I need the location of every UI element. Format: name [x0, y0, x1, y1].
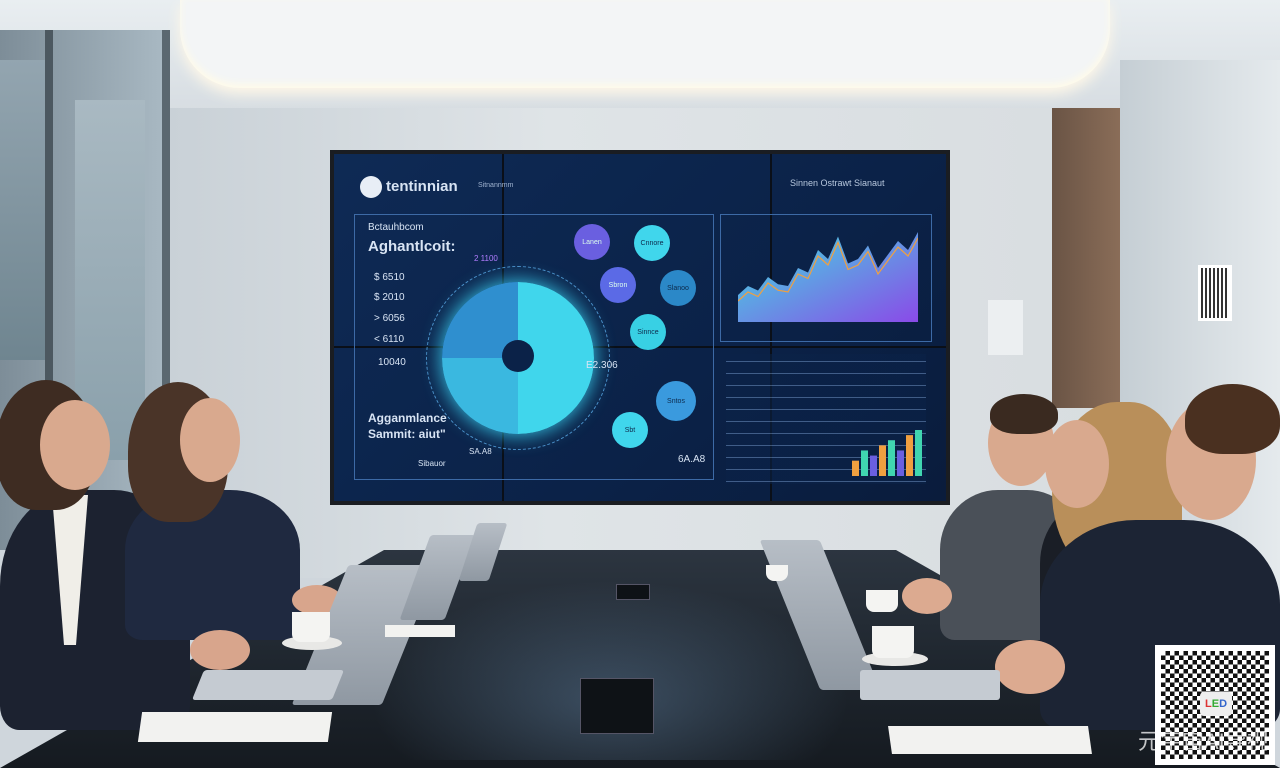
- notepad: [888, 726, 1092, 754]
- value-3: > 6056: [374, 313, 405, 324]
- bubble-label: Sntos: [667, 397, 685, 405]
- clasped-hands: [995, 640, 1065, 694]
- value-4: < 6110: [374, 334, 405, 345]
- qr-code-watermark: [1155, 645, 1275, 765]
- purple-label: 2 1100: [474, 254, 498, 263]
- bubble-label: Lanen: [582, 238, 602, 246]
- value-5: 10040: [378, 357, 406, 368]
- coffee-cup: [766, 565, 788, 581]
- city-building: [75, 100, 145, 460]
- donut-ring: [426, 266, 610, 450]
- wall-note: [988, 300, 1023, 355]
- coffee-cup: [292, 612, 330, 642]
- face: [180, 398, 240, 482]
- laptop-keyboard: [191, 670, 345, 700]
- coffee-cup: [866, 590, 898, 612]
- clasped-hands: [190, 630, 250, 670]
- laptop-keyboard: [860, 670, 1000, 700]
- hair: [1185, 384, 1280, 454]
- notepad: [137, 712, 333, 742]
- label-6a: 6A.A8: [678, 454, 706, 465]
- value-2: $ 2010: [374, 292, 405, 303]
- bar: [888, 440, 895, 476]
- heading-small: Bctauhbcom: [368, 222, 424, 233]
- bubble: Cnnore: [634, 225, 670, 261]
- bar: [879, 445, 886, 476]
- bubble-label: Sinnce: [637, 328, 659, 336]
- face: [1045, 420, 1109, 508]
- heading: Aghantlcoit:: [368, 238, 456, 255]
- bar-chart: [852, 430, 922, 476]
- bubble: Slanoo: [660, 270, 696, 306]
- hair: [990, 394, 1058, 434]
- bar: [915, 430, 922, 476]
- bar: [897, 450, 904, 476]
- brand-name: tentinnian: [386, 178, 458, 195]
- bubble-label: Sbt: [624, 426, 636, 434]
- bubble-label: Cnnore: [640, 239, 664, 247]
- wood-panel: [1052, 108, 1120, 408]
- clasped-hands: [902, 578, 952, 614]
- bubble: Sntos: [656, 381, 696, 421]
- face: [40, 400, 110, 490]
- area-chart: [738, 232, 918, 322]
- window-mullion: [45, 30, 53, 550]
- bar: [852, 460, 859, 476]
- bubble: Sinnce: [630, 314, 666, 350]
- label-sa: SA.A8: [469, 447, 492, 456]
- display-screen: tentinnian Sitnannmm Sinnen Ostrawt Sian…: [330, 150, 950, 505]
- barcode-sign: [1198, 265, 1232, 321]
- bubble: Lanen: [574, 224, 610, 260]
- bar: [861, 450, 868, 476]
- trend-line: [738, 237, 918, 302]
- ceiling-light-cove: [180, 0, 1110, 88]
- donut-hole: [502, 340, 534, 372]
- coffee-cup: [872, 626, 914, 658]
- bottom-title-2: Sammit: aiut": [368, 427, 446, 441]
- bubble-label: Sbron: [608, 281, 628, 289]
- bottom-title-1: Agganmlance: [368, 411, 447, 425]
- city-building: [0, 60, 45, 360]
- bottom-label: Sibauor: [418, 459, 446, 468]
- left-panel: [354, 214, 714, 480]
- bubble-label: Slanoo: [667, 284, 689, 292]
- bar: [906, 435, 913, 476]
- area-chart-panel: [720, 214, 932, 342]
- watermark-text: 元宇宙AI导视: [1138, 729, 1269, 754]
- header-right: Sinnen Ostrawt Sianaut: [790, 178, 885, 188]
- bubble: Sbron: [600, 267, 636, 303]
- value-1: $ 6510: [374, 272, 405, 283]
- paper: [385, 625, 455, 637]
- brand-sub: Sitnannmm: [478, 182, 514, 189]
- table-port: [580, 678, 654, 734]
- area-fill: [738, 232, 918, 322]
- table-port: [616, 584, 650, 600]
- bubble: Sbt: [612, 412, 648, 448]
- bar: [870, 455, 877, 476]
- label-e2: E2.306: [586, 360, 618, 371]
- brand-logo-icon: [360, 176, 382, 198]
- screen-seam: [770, 154, 772, 501]
